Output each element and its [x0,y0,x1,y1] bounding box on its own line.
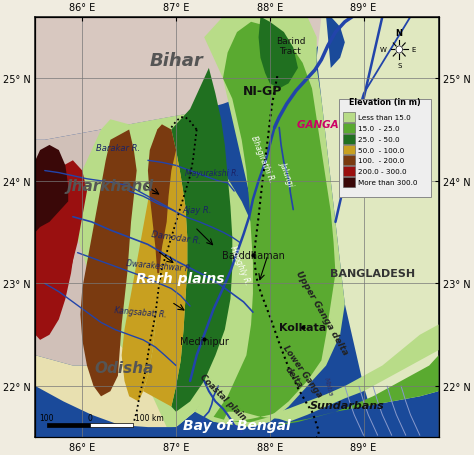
Text: Bhagirathi R.: Bhagirathi R. [249,134,276,183]
Polygon shape [195,18,345,427]
Text: Kangsabati R.: Kangsabati R. [114,306,167,319]
Polygon shape [81,130,137,396]
Text: Ajay R.: Ajay R. [182,206,211,215]
Polygon shape [73,115,260,427]
Polygon shape [279,355,438,425]
Polygon shape [36,18,336,141]
Bar [343,167,355,177]
Text: Mayurakshi R.: Mayurakshi R. [185,169,238,178]
Text: NI-GP: NI-GP [243,85,282,98]
Text: Barind
Tract: Barind Tract [276,36,305,56]
Text: Upper Ganga delta: Upper Ganga delta [293,269,349,356]
Polygon shape [36,386,438,437]
Polygon shape [143,125,187,407]
Polygon shape [122,125,169,402]
Polygon shape [36,146,68,233]
Bar [343,156,355,166]
Text: Bay of Bengal: Bay of Bengal [183,418,291,432]
Text: 15.0  - 25.0: 15.0 - 25.0 [358,126,400,131]
Text: Elevation (in m): Elevation (in m) [349,98,421,106]
Text: S: S [397,63,401,69]
Text: Barddhaman: Barddhaman [221,250,284,260]
Text: Rarh plains: Rarh plains [137,272,225,286]
Text: Kolkata: Kolkata [279,322,326,332]
Polygon shape [259,18,298,89]
Text: Bihar: Bihar [149,51,203,70]
Text: Coastal plain: Coastal plain [198,372,248,421]
Text: N: N [396,29,403,38]
Text: Odisha: Odisha [95,360,154,375]
Text: Barakar R.: Barakar R. [96,144,140,153]
Polygon shape [321,18,345,69]
Text: Dwarakeshwar R.: Dwarakeshwar R. [126,258,193,273]
Text: Less than 15.0: Less than 15.0 [358,115,410,121]
Text: 0: 0 [87,413,92,422]
Circle shape [396,47,402,54]
Text: Lower Ganga
delta: Lower Ganga delta [273,343,324,404]
Text: 100: 100 [39,413,54,422]
Text: GANGA R.: GANGA R. [297,120,355,130]
Polygon shape [36,115,204,366]
Text: Jharkhand: Jharkhand [67,179,154,194]
Polygon shape [172,69,232,412]
Polygon shape [317,18,438,437]
Text: E: E [411,47,416,53]
Text: 25.0  - 50.0: 25.0 - 50.0 [358,136,400,142]
Text: 100.  - 200.0: 100. - 200.0 [358,158,404,164]
Bar [343,113,355,123]
Text: W: W [380,47,387,53]
Text: 200.0 - 300.0: 200.0 - 300.0 [358,169,407,175]
Text: Medinipur: Medinipur [180,336,228,346]
Bar [339,100,431,197]
Text: Sundarbans: Sundarbans [310,399,384,410]
Polygon shape [36,192,75,340]
Bar [343,145,355,155]
Bar [343,135,355,144]
Text: Matla: Matla [323,376,333,396]
Polygon shape [214,23,336,422]
Bar [343,177,355,187]
Text: Hooghly R.: Hooghly R. [228,245,252,286]
Polygon shape [36,161,87,325]
Text: BANGLADESH: BANGLADESH [330,268,416,278]
Polygon shape [223,325,438,422]
Bar [343,124,355,134]
Text: Jalungi: Jalungi [278,160,295,187]
Text: Damodar R.: Damodar R. [151,230,201,246]
Polygon shape [36,18,438,437]
Polygon shape [36,314,214,437]
Text: More than 300.0: More than 300.0 [358,179,418,186]
Text: 100 km: 100 km [135,413,164,422]
Text: 50.0  - 100.0: 50.0 - 100.0 [358,147,404,153]
Polygon shape [148,125,176,273]
